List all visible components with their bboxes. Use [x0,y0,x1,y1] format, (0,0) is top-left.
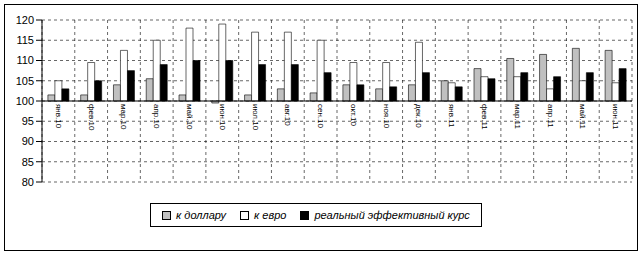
svg-text:фев.10: фев.10 [87,104,96,131]
svg-text:июн.11: июн.11 [611,104,620,130]
svg-text:115: 115 [16,34,34,46]
svg-text:апр.11: апр.11 [546,104,555,128]
svg-text:май.10: май.10 [185,104,194,130]
svg-text:ноя.10: ноя.10 [382,104,391,129]
svg-text:85: 85 [22,156,34,168]
svg-text:фев.11: фев.11 [480,104,489,130]
svg-text:95: 95 [22,115,34,127]
svg-text:105: 105 [16,75,34,87]
svg-text:110: 110 [16,54,34,66]
svg-text:апр.10: апр.10 [152,104,161,129]
svg-text:90: 90 [22,135,34,147]
svg-text:мар.11: мар.11 [513,104,522,129]
html-text:реальный эффективный курс: реальный эффективный курс [314,209,470,221]
svg-text:сен.10: сен.10 [316,104,325,129]
html-text:к евро: к евро [254,209,287,221]
svg-text:янв.11: янв.11 [447,104,456,128]
svg-text:авг.10: авг.10 [283,104,292,126]
html-text:к доллару: к доллару [176,209,227,221]
svg-text:дек.10: дек.10 [414,104,423,128]
svg-text:100: 100 [16,95,34,107]
svg-text:окт.10: окт.10 [349,104,358,126]
svg-text:июн.10: июн.10 [218,104,227,131]
svg-text:июл.10: июл.10 [251,104,260,131]
svg-text:120: 120 [16,14,34,26]
svg-text:мар.10: мар.10 [119,104,128,130]
svg-text:май.11: май.11 [578,104,587,129]
svg-text:80: 80 [22,176,34,188]
svg-text:янв.10: янв.10 [54,104,63,129]
